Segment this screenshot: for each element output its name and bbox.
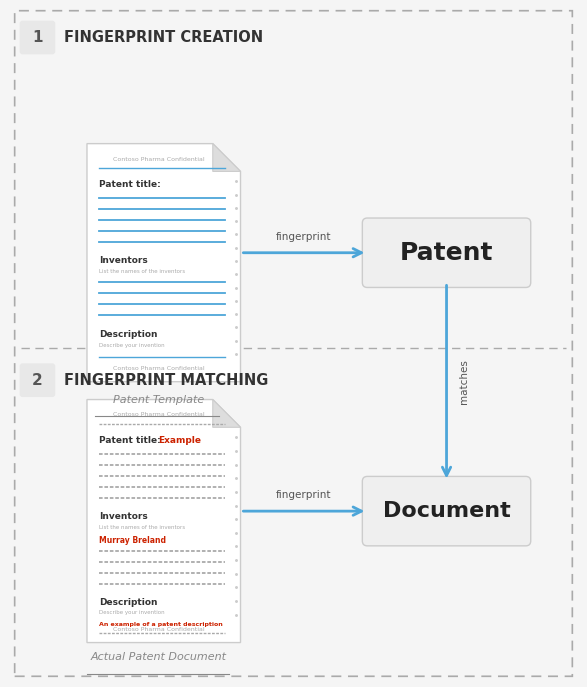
Text: Describe your invention: Describe your invention <box>99 610 164 615</box>
Text: Example: Example <box>158 436 201 445</box>
Text: List the names of the inventors: List the names of the inventors <box>99 269 185 273</box>
Text: 2: 2 <box>32 373 43 387</box>
Text: matches: matches <box>460 359 470 405</box>
FancyBboxPatch shape <box>15 11 572 676</box>
Text: Contoso Pharma Confidential: Contoso Pharma Confidential <box>113 157 205 161</box>
Text: FINGERPRINT CREATION: FINGERPRINT CREATION <box>64 30 264 45</box>
Text: Contoso Pharma Confidential: Contoso Pharma Confidential <box>113 365 205 371</box>
Text: fingerprint: fingerprint <box>276 491 332 500</box>
Text: Description: Description <box>99 598 157 607</box>
Polygon shape <box>87 400 241 642</box>
Text: Inventors: Inventors <box>99 512 147 521</box>
Text: Inventors: Inventors <box>99 256 147 264</box>
Text: Contoso Pharma Confidential: Contoso Pharma Confidential <box>113 627 205 631</box>
FancyBboxPatch shape <box>19 21 55 54</box>
FancyBboxPatch shape <box>362 218 531 287</box>
Text: Document: Document <box>383 501 511 521</box>
FancyBboxPatch shape <box>362 476 531 546</box>
Polygon shape <box>212 400 241 427</box>
Text: List the names of the inventors: List the names of the inventors <box>99 524 185 530</box>
Text: Murray Breland: Murray Breland <box>99 537 166 545</box>
Text: An example of a patent description: An example of a patent description <box>99 622 222 627</box>
Text: Patent Template: Patent Template <box>113 394 204 405</box>
Text: Actual Patent Document: Actual Patent Document <box>91 653 227 662</box>
Text: 1: 1 <box>32 30 43 45</box>
Text: FINGERPRINT MATCHING: FINGERPRINT MATCHING <box>64 373 269 387</box>
Polygon shape <box>87 144 241 382</box>
Polygon shape <box>212 144 241 171</box>
Text: Patent title:: Patent title: <box>99 180 161 190</box>
Text: Description: Description <box>99 330 157 339</box>
Text: Patent title:: Patent title: <box>99 436 164 445</box>
FancyBboxPatch shape <box>19 363 55 397</box>
Text: Contoso Pharma Confidential: Contoso Pharma Confidential <box>113 412 205 418</box>
Text: fingerprint: fingerprint <box>276 232 332 242</box>
Text: Describe your invention: Describe your invention <box>99 343 164 348</box>
Text: Patent: Patent <box>400 240 493 264</box>
